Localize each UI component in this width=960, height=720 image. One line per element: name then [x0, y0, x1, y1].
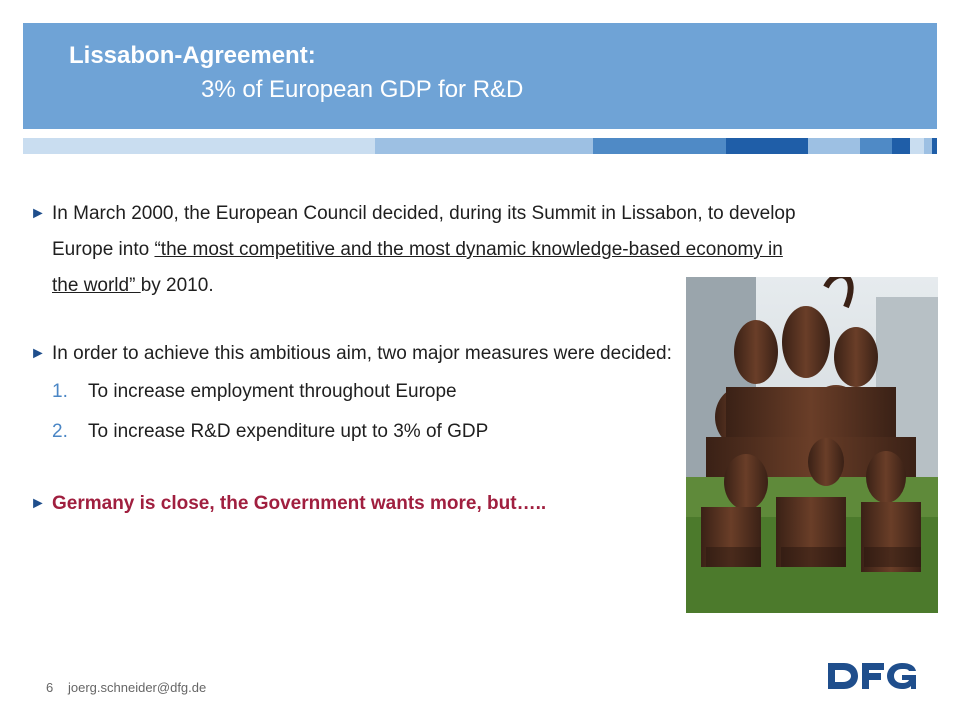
stripe-segment — [23, 138, 375, 154]
list-item-text: To increase employment throughout Europe — [88, 381, 457, 402]
bullet-text-end: by 2010. — [140, 275, 214, 296]
bullet-arrow-icon: ► — [30, 345, 46, 362]
slide-title: Lissabon-Agreement: — [69, 42, 316, 69]
footer-email: joerg.schneider@dfg.de — [68, 680, 207, 695]
stripe-segment — [808, 138, 860, 154]
stripe-segment — [726, 138, 808, 154]
bullet-text: In order to achieve this ambitious aim, … — [52, 343, 672, 364]
stripe-segment — [375, 138, 593, 154]
page-number: 6 — [46, 680, 54, 695]
bullet-arrow-icon: ► — [30, 205, 46, 222]
stripe-segment — [932, 138, 937, 154]
bullet-arrow-icon: ► — [30, 495, 46, 512]
sculpture-photo — [686, 277, 938, 613]
list-item: 2. To increase R&D expenditure upt to 3%… — [30, 412, 800, 452]
list-number: 2. — [52, 421, 68, 442]
bullet-text: In March 2000, the European Council deci… — [52, 203, 796, 260]
stripe-segment — [924, 138, 932, 154]
slide-subtitle: 3% of European GDP for R&D — [201, 76, 524, 103]
highlight-text: Germany is close, the Government wants m… — [52, 493, 547, 514]
stripe-segment — [593, 138, 726, 154]
stripe-segment — [910, 138, 924, 154]
dfg-logo — [828, 663, 916, 689]
stripe-segment — [892, 138, 910, 154]
quote-text: “the most competitive and the most dynam… — [52, 239, 783, 296]
bullet-lissabon: ► In March 2000, the European Council de… — [30, 196, 800, 304]
title-banner: Lissabon-Agreement: 3% of European GDP f… — [23, 23, 937, 129]
stripe-segment — [860, 138, 892, 154]
bullet-measures: ► In order to achieve this ambitious aim… — [30, 336, 682, 372]
list-item: 1. To increase employment throughout Eur… — [30, 372, 800, 412]
list-item-text: To increase R&D expenditure upt to 3% of… — [88, 421, 489, 442]
list-number: 1. — [52, 381, 68, 402]
slide-body: ► In March 2000, the European Council de… — [30, 196, 800, 522]
bullet-germany: ► Germany is close, the Government wants… — [30, 486, 800, 522]
